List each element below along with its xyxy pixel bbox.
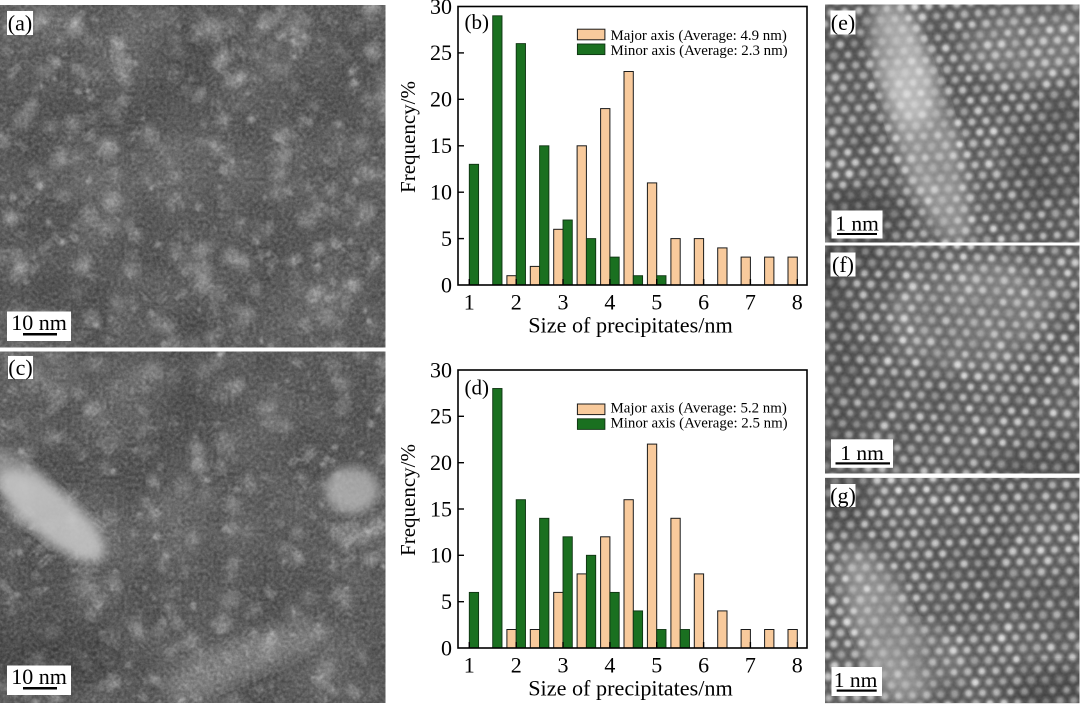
svg-text:Minor axis (Average: 2.5 nm): Minor axis (Average: 2.5 nm) [611, 415, 788, 431]
svg-text:15: 15 [430, 133, 452, 158]
svg-text:8: 8 [792, 652, 803, 677]
svg-text:0: 0 [441, 635, 452, 660]
svg-text:25: 25 [430, 40, 452, 65]
svg-text:5: 5 [651, 652, 662, 677]
svg-text:5: 5 [441, 589, 452, 614]
svg-text:20: 20 [430, 450, 452, 475]
svg-text:Size of precipitates/nm: Size of precipitates/nm [528, 675, 733, 700]
svg-text:5: 5 [651, 289, 662, 314]
svg-text:30: 30 [430, 0, 452, 19]
svg-text:20: 20 [430, 87, 452, 112]
svg-text:4: 4 [604, 289, 615, 314]
svg-text:15: 15 [430, 496, 452, 521]
svg-text:8: 8 [792, 289, 803, 314]
svg-text:Frequency/%: Frequency/% [396, 81, 420, 193]
svg-text:3: 3 [558, 652, 569, 677]
svg-text:3: 3 [558, 289, 569, 314]
svg-text:(d): (d) [465, 376, 490, 400]
svg-text:5: 5 [441, 226, 452, 251]
svg-text:0: 0 [441, 272, 452, 297]
svg-text:1 nm: 1 nm [834, 668, 878, 692]
svg-text:(g): (g) [830, 483, 856, 508]
svg-text:30: 30 [430, 357, 452, 382]
svg-text:10 nm: 10 nm [11, 310, 67, 335]
svg-text:Major axis (Average: 5.2 nm): Major axis (Average: 5.2 nm) [611, 401, 787, 417]
svg-text:4: 4 [604, 652, 615, 677]
svg-text:10: 10 [430, 180, 452, 205]
svg-text:Frequency/%: Frequency/% [396, 444, 420, 556]
svg-text:1 nm: 1 nm [835, 212, 879, 236]
svg-text:25: 25 [430, 404, 452, 429]
svg-text:(e): (e) [831, 10, 855, 35]
svg-text:10 nm: 10 nm [11, 664, 67, 689]
svg-text:Minor axis (Average: 2.3 nm): Minor axis (Average: 2.3 nm) [611, 43, 788, 59]
svg-text:7: 7 [745, 652, 756, 677]
svg-text:1: 1 [464, 289, 475, 314]
svg-text:1 nm: 1 nm [840, 441, 884, 465]
svg-text:2: 2 [511, 289, 522, 314]
svg-text:Major axis (Average: 4.9 nm): Major axis (Average: 4.9 nm) [611, 28, 787, 44]
svg-text:(a): (a) [8, 10, 32, 35]
svg-text:2: 2 [511, 652, 522, 677]
svg-text:1: 1 [464, 652, 475, 677]
svg-text:7: 7 [745, 289, 756, 314]
svg-text:(b): (b) [465, 10, 490, 34]
svg-text:Size of precipitates/nm: Size of precipitates/nm [528, 312, 733, 337]
svg-text:(f): (f) [832, 252, 854, 277]
svg-text:(c): (c) [8, 355, 32, 380]
svg-text:6: 6 [698, 652, 709, 677]
svg-text:10: 10 [430, 543, 452, 568]
svg-text:6: 6 [698, 289, 709, 314]
